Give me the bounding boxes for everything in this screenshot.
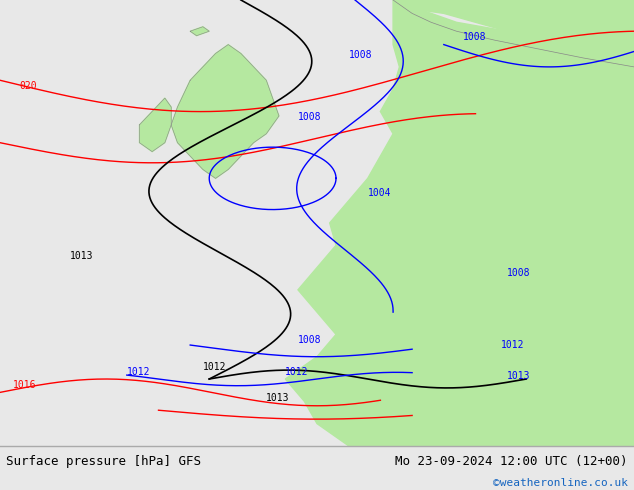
Text: Surface pressure [hPa] GFS: Surface pressure [hPa] GFS — [6, 455, 202, 468]
Text: 1012: 1012 — [203, 362, 226, 372]
Polygon shape — [139, 98, 171, 151]
Text: ©weatheronline.co.uk: ©weatheronline.co.uk — [493, 478, 628, 489]
Text: 1008: 1008 — [298, 112, 321, 122]
Text: 1013: 1013 — [507, 371, 531, 381]
Text: 1013: 1013 — [70, 250, 93, 261]
Polygon shape — [171, 45, 279, 178]
Text: 1012: 1012 — [285, 367, 309, 376]
Text: 1008: 1008 — [463, 32, 486, 42]
Text: 1008: 1008 — [298, 335, 321, 345]
Text: 1012: 1012 — [127, 367, 150, 376]
Text: Mo 23-09-2024 12:00 UTC (12+00): Mo 23-09-2024 12:00 UTC (12+00) — [395, 455, 628, 468]
Text: 1012: 1012 — [501, 340, 524, 350]
Polygon shape — [190, 27, 209, 36]
Text: 1008: 1008 — [349, 50, 372, 60]
Text: 1016: 1016 — [13, 380, 36, 390]
Text: 1008: 1008 — [507, 269, 531, 278]
Polygon shape — [285, 0, 634, 446]
Text: 1013: 1013 — [266, 393, 290, 403]
Text: 020: 020 — [19, 81, 37, 91]
Text: 1004: 1004 — [368, 188, 391, 198]
Polygon shape — [393, 0, 634, 67]
